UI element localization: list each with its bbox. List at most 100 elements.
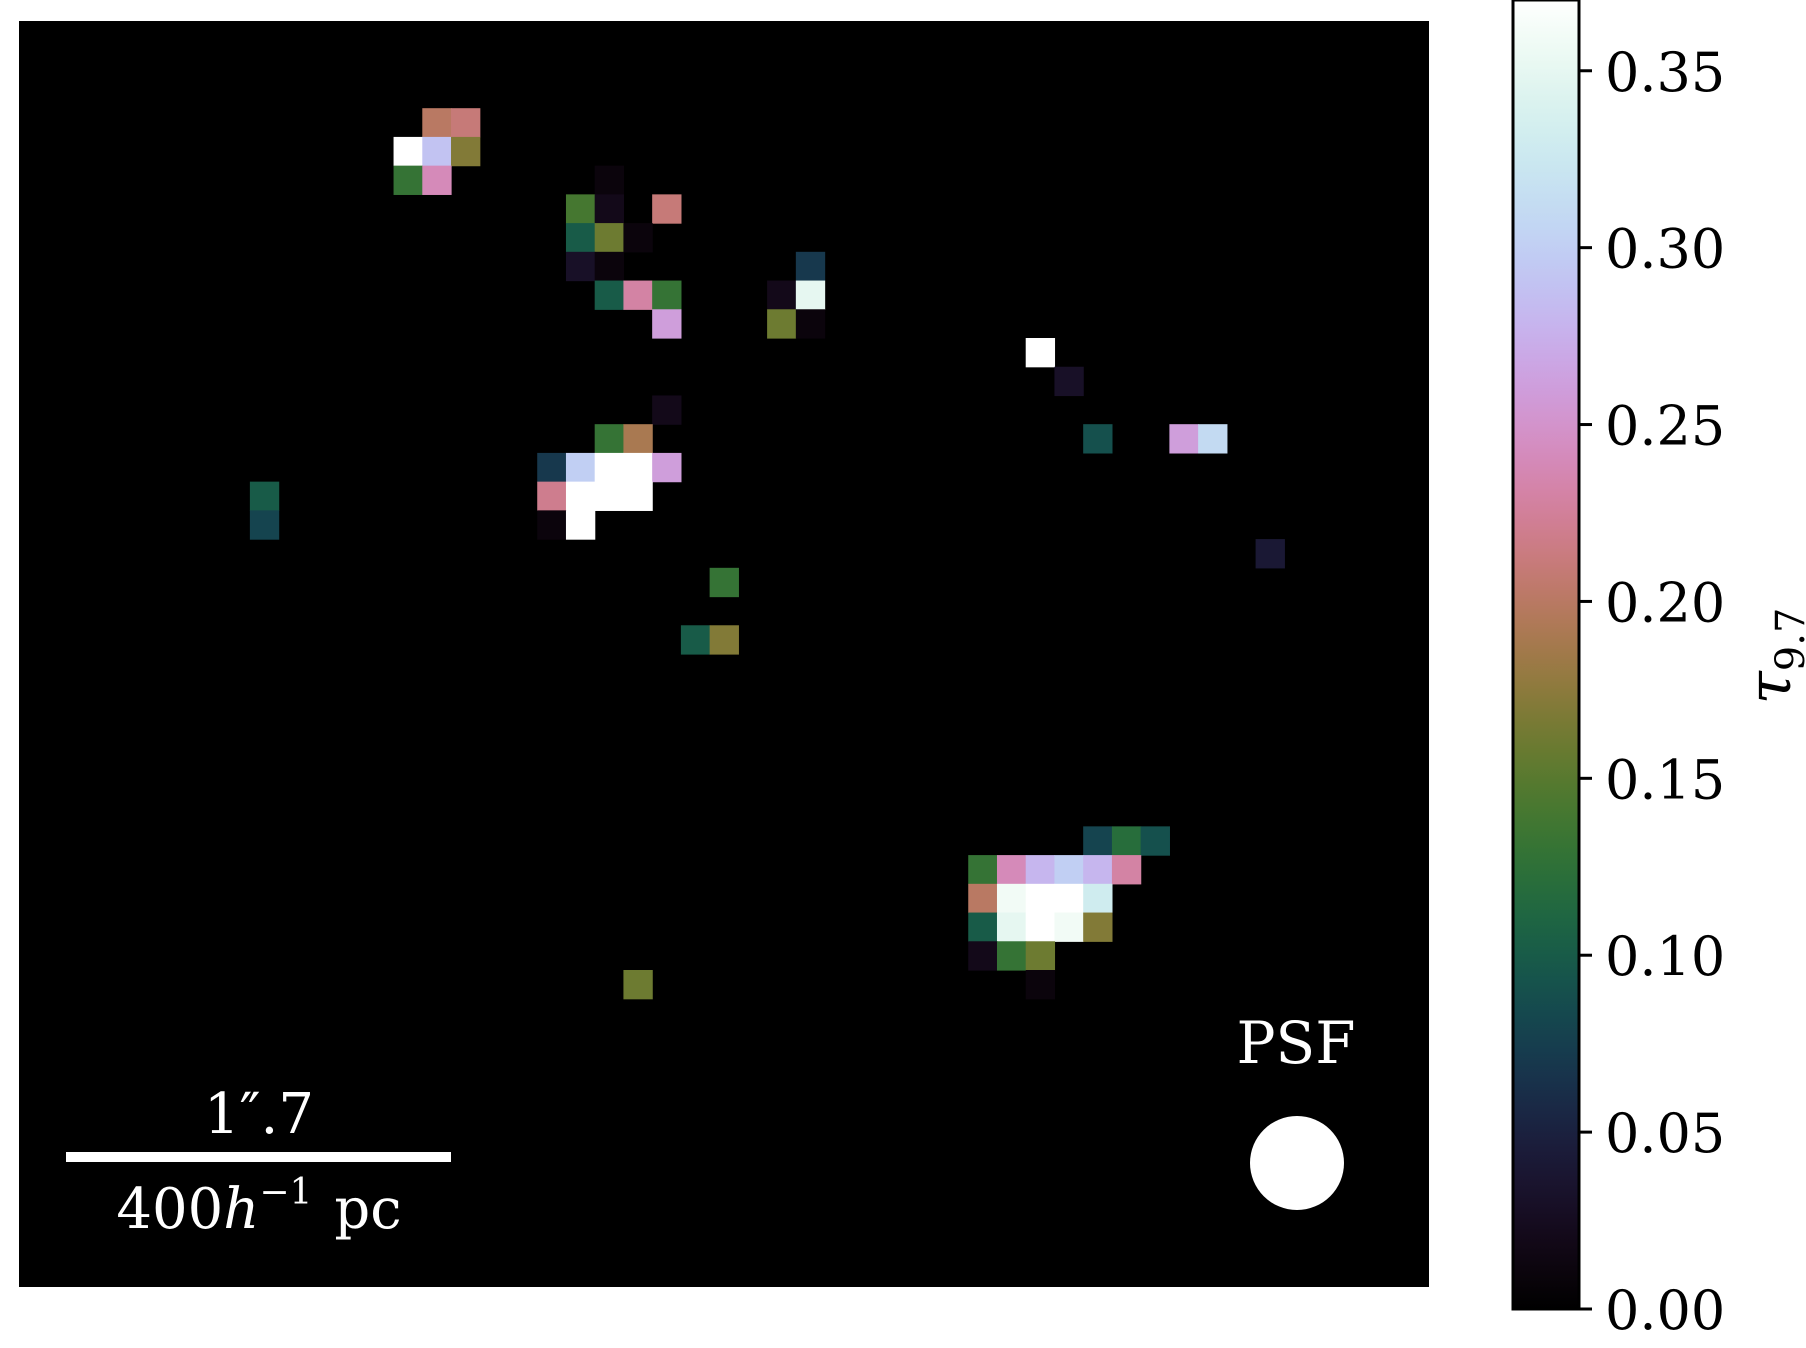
heatmap-pixel (1025, 855, 1056, 885)
heatmap-pixel (1025, 941, 1056, 971)
heatmap-pixel (623, 223, 653, 253)
heatmap-pixel (1054, 855, 1084, 885)
heatmap-pixel (652, 395, 682, 425)
colorbar-label-tau: τ (1735, 670, 1805, 704)
heatmap-pixel (565, 223, 596, 253)
heatmap-pixel (594, 251, 625, 282)
heatmap-pixel (996, 941, 1027, 971)
colorbar-tick-label: 0.20 (1605, 571, 1725, 634)
heatmap-pixel (1111, 855, 1142, 885)
heatmap-pixel (968, 941, 998, 971)
scalebar-physical-label: 400h−1 pc (116, 1172, 401, 1242)
heatmap-pixel (1025, 883, 1056, 914)
colorbar-tick-label: 0.35 (1605, 41, 1725, 104)
heatmap-pixel (1025, 338, 1056, 368)
heatmap-pixel (1255, 539, 1285, 569)
colorbar-tick-label: 0.25 (1605, 395, 1725, 458)
heatmap-pixel (767, 280, 797, 310)
heatmap-pixel (996, 883, 1027, 914)
heatmap-pixel (594, 165, 625, 195)
heatmap-pixel (451, 108, 481, 138)
heatmap-pixel (537, 452, 567, 483)
colorbar-tick-label: 0.10 (1605, 925, 1725, 988)
heatmap-frame (19, 21, 1429, 1287)
colorbar: 0.00 0.05 0.10 0.15 0.20 0.25 0.30 0.35 τ9.7 (1511, 0, 1806, 1342)
heatmap-pixel (565, 452, 596, 483)
heatmap-pixel (1083, 826, 1113, 856)
heatmap-pixel (623, 424, 653, 454)
heatmap-pixel (968, 912, 998, 942)
heatmap-panel: 1″.7 400h−1 pc PSF (19, 21, 1429, 1287)
heatmap-pixel (422, 108, 452, 138)
heatmap-pixel (1054, 883, 1084, 914)
heatmap-pixel (709, 625, 739, 655)
heatmap-pixel (623, 481, 653, 511)
heatmap-pixel (1111, 826, 1142, 856)
colorbar-gradient (1513, 0, 1579, 1309)
heatmap-pixel (537, 481, 567, 511)
heatmap-pixel (594, 424, 625, 454)
scalebar-line (66, 1152, 451, 1162)
heatmap-pixel (594, 452, 625, 483)
psf-label: PSF (1236, 1009, 1355, 1077)
scalebar-angular-label: 1″.7 (204, 1082, 314, 1147)
heatmap-pixel (594, 481, 625, 511)
heatmap-pixel (795, 309, 826, 339)
psf-marker: PSF (1236, 1009, 1356, 1210)
heatmap-pixel (422, 165, 452, 195)
heatmap-pixel (623, 452, 653, 483)
heatmap-pixel (537, 510, 567, 540)
heatmap-pixel (1083, 883, 1113, 914)
heatmap-pixel (1025, 912, 1056, 942)
heatmap-pixel (565, 510, 596, 540)
heatmap-pixel (1198, 424, 1228, 454)
heatmap-pixel (652, 194, 682, 224)
colorbar-tick-label: 0.30 (1605, 218, 1725, 281)
colorbar-frame (1511, 0, 1581, 1311)
heatmap-pixel (652, 280, 682, 310)
heatmap-pixel (1083, 912, 1113, 942)
heatmap-pixel (1083, 855, 1113, 885)
heatmap-pixel (1054, 366, 1084, 397)
heatmap-pixel (623, 970, 653, 1000)
heatmap-pixel (249, 481, 280, 511)
heatmap-pixel (709, 567, 739, 598)
heatmap-pixel (249, 510, 280, 540)
heatmap-pixel (422, 136, 452, 167)
heatmap-pixel (1169, 424, 1199, 454)
scalebar-physical-exponent: −1 (259, 1172, 312, 1213)
heatmap-pixel (652, 452, 682, 483)
colorbar-label-subscript: 9.7 (1768, 608, 1806, 672)
heatmap-pixel (451, 136, 481, 167)
heatmap-pixel (652, 309, 682, 339)
scalebar-physical-unit: pc (334, 1177, 401, 1242)
heatmap-pixel (565, 251, 596, 282)
heatmap-pixel (594, 223, 625, 253)
colorbar-label: τ9.7 (1735, 608, 1806, 705)
heatmap-pixel (795, 251, 826, 282)
heatmap-pixel (565, 194, 596, 224)
heatmap-pixel (795, 280, 826, 310)
psf-circle (1250, 1116, 1344, 1210)
heatmap-pixel (1140, 826, 1170, 856)
heatmap-pixels (249, 108, 1285, 1000)
heatmap-pixel (594, 280, 625, 310)
heatmap-pixel (1025, 970, 1056, 1000)
heatmap-pixel (968, 883, 998, 914)
heatmap-pixel (393, 165, 423, 195)
heatmap-pixel (1083, 424, 1113, 454)
heatmap-pixel (767, 309, 797, 339)
colorbar-tick-label: 0.15 (1605, 748, 1725, 811)
heatmap-pixel (996, 855, 1027, 885)
scalebar-physical-h: h (223, 1177, 259, 1242)
heatmap-pixel (623, 280, 653, 310)
heatmap-pixel (565, 481, 596, 511)
colorbar-tick-label: 0.05 (1605, 1102, 1725, 1165)
heatmap-pixel (1054, 912, 1084, 942)
heatmap-pixel (996, 912, 1027, 942)
scalebar-physical-number: 400 (116, 1177, 223, 1242)
heatmap-pixel (393, 136, 423, 167)
heatmap-pixel (680, 625, 711, 655)
scalebar: 1″.7 400h−1 pc (66, 1082, 451, 1242)
